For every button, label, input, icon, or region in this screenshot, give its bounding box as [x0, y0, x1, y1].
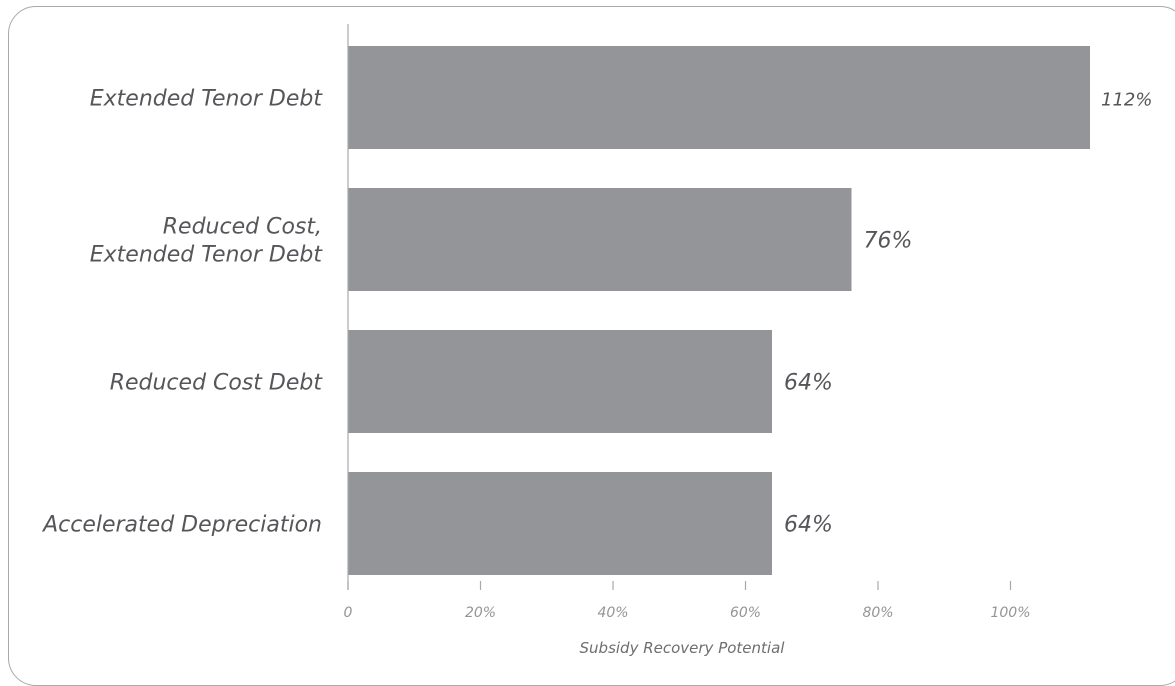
bar-3	[348, 472, 772, 575]
value-labels: 112% 76% 64% 64%	[784, 90, 1152, 538]
bar-1	[348, 188, 852, 291]
value-label-1: 76%	[864, 229, 913, 254]
x-axis-title: Subsidy Recovery Potential	[580, 639, 786, 657]
category-label-1: Reduced Cost, Extended Tenor Debt	[90, 215, 324, 268]
x-tick-label-5: 100%	[990, 605, 1030, 621]
x-tick-label-3: 60%	[730, 605, 761, 621]
bars-layer	[348, 46, 1090, 575]
x-axis-ticks: 0 20% 40% 60% 80% 100%	[344, 581, 1031, 621]
x-tick-label-1: 20%	[465, 605, 496, 621]
category-label-3: Accelerated Depreciation	[41, 513, 322, 538]
bar-0	[348, 46, 1090, 149]
category-labels: Extended Tenor Debt Reduced Cost, Extended…	[41, 87, 323, 538]
x-tick-label-4: 80%	[862, 605, 893, 621]
value-label-3: 64%	[784, 513, 833, 538]
x-tick-label-0: 0	[344, 605, 353, 621]
bar-2	[348, 330, 772, 433]
category-label-2: Reduced Cost Debt	[110, 371, 324, 396]
x-tick-label-2: 40%	[597, 605, 628, 621]
value-label-2: 64%	[784, 371, 833, 396]
category-label-0: Extended Tenor Debt	[90, 87, 324, 112]
value-label-0: 112%	[1101, 90, 1152, 111]
bar-chart: Extended Tenor Debt Reduced Cost, Extended…	[41, 24, 1152, 657]
